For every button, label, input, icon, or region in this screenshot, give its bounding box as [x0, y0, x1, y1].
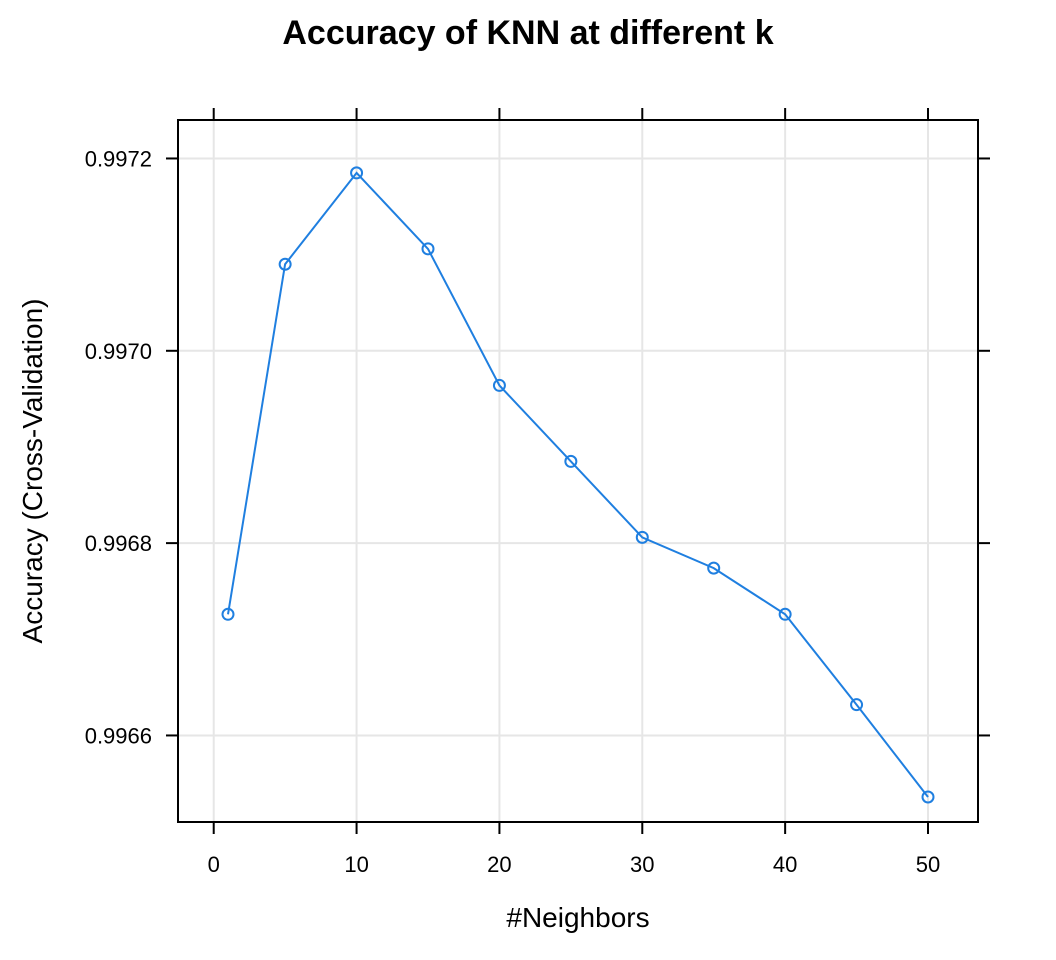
chart-title: Accuracy of KNN at different k [282, 14, 773, 52]
y-tick-label: 0.9968 [85, 531, 152, 556]
data-point [421, 242, 435, 256]
x-tick-label: 10 [344, 852, 368, 877]
x-tick-label: 30 [630, 852, 654, 877]
data-point [921, 790, 935, 804]
series [221, 166, 935, 804]
y-tick-label: 0.9970 [85, 339, 152, 364]
grid [178, 120, 978, 822]
x-axis-label: #Neighbors [506, 902, 649, 933]
data-point [778, 607, 792, 621]
plot-frame [177, 119, 979, 823]
data-point [278, 257, 292, 271]
y-tick-label: 0.9966 [85, 723, 152, 748]
data-point [350, 166, 364, 180]
axis-ticks: 0 10 20 30 40 50 0.9966 0.9968 0.9970 0.9972 [85, 108, 990, 877]
data-point [492, 378, 506, 392]
data-point [850, 698, 864, 712]
x-tick-label: 0 [208, 852, 220, 877]
y-axis-label: Accuracy (Cross-Validation) [17, 299, 48, 644]
x-tick-label: 20 [487, 852, 511, 877]
data-point [221, 607, 235, 621]
x-tick-label: 50 [916, 852, 940, 877]
data-point [635, 530, 649, 544]
series-line [227, 171, 929, 798]
data-point [564, 454, 578, 468]
data-point [707, 561, 721, 575]
x-tick-label: 40 [773, 852, 797, 877]
y-tick-label: 0.9972 [85, 146, 152, 171]
